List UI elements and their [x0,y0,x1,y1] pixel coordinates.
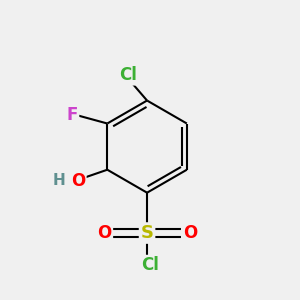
Text: Cl: Cl [119,66,137,84]
Text: F: F [66,106,78,124]
Text: H: H [52,173,65,188]
Text: O: O [183,224,197,242]
Text: Cl: Cl [141,256,159,274]
Text: O: O [97,224,112,242]
Text: O: O [71,172,85,190]
Text: S: S [141,224,154,242]
